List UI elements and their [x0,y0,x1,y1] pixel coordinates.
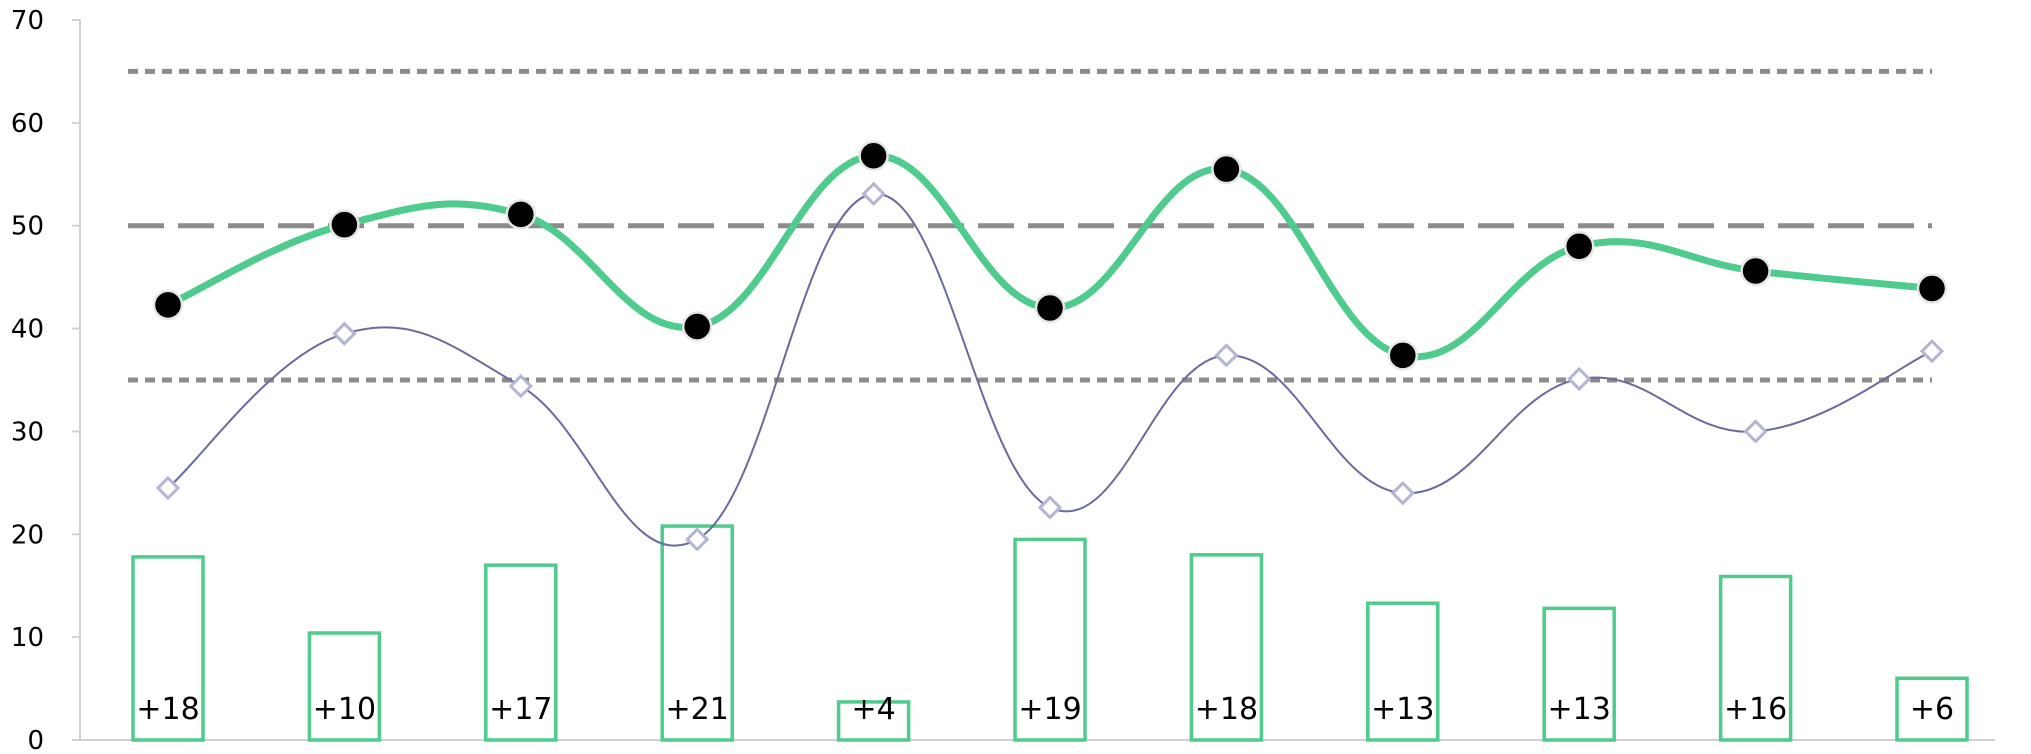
bar [131,555,205,742]
series-2-marker [332,321,357,346]
series-1-marker [1387,340,1419,371]
bar [660,524,734,742]
y-tick-label: 60 [11,109,44,139]
bar-data-label: +21 [666,692,729,727]
series-2-marker [155,475,181,501]
series-2-marker [1037,495,1063,520]
series-2-marker [1390,481,1415,506]
series-1-marker [152,289,184,321]
series-1-marker [1563,231,1595,262]
y-tick-label: 20 [11,520,44,550]
y-tick-label: 70 [11,6,44,36]
bar-data-label: +6 [1910,692,1954,727]
bar-data-label: +17 [489,692,552,727]
y-tick-label: 0 [27,726,44,754]
series-2-marker [1919,339,1945,364]
y-tick-label: 50 [11,212,44,242]
series-2-marker [1567,366,1592,392]
series-1-marker [1916,273,1948,304]
series-1-marker [1740,255,1771,287]
y-tick-label: 30 [11,417,44,447]
series-2-marker [1743,419,1768,444]
bar-data-label: +16 [1724,692,1787,727]
bar [1718,574,1793,742]
bar [1189,553,1264,742]
bar-data-label: +19 [1018,692,1081,727]
bar-data-label: +18 [1195,692,1258,727]
series-2-marker [685,527,710,552]
series-2-marker [508,374,533,399]
bar [1542,606,1616,742]
series-1-marker [1034,292,1066,324]
bar-data-label: +4 [851,692,895,727]
series-1-marker [329,209,360,240]
bar [1895,676,1969,742]
bar [1366,601,1440,742]
bar [307,631,382,742]
series-1-line [166,152,1933,361]
bar-data-label: +18 [136,692,199,727]
bar-data-label: +10 [313,692,376,727]
bar-data-label: +13 [1371,692,1434,727]
series-1-marker [681,311,713,342]
bar-data-label: +13 [1548,692,1611,727]
series-1-marker [858,140,889,172]
y-tick-label: 10 [11,623,44,653]
series-1-marker [1211,153,1242,185]
y-tick-label: 40 [11,315,44,345]
bar [1013,537,1087,742]
series-2-marker [861,181,886,206]
bar [836,700,911,742]
series-2-marker [1214,343,1239,368]
series-1-marker [505,199,537,230]
bar [484,563,558,742]
